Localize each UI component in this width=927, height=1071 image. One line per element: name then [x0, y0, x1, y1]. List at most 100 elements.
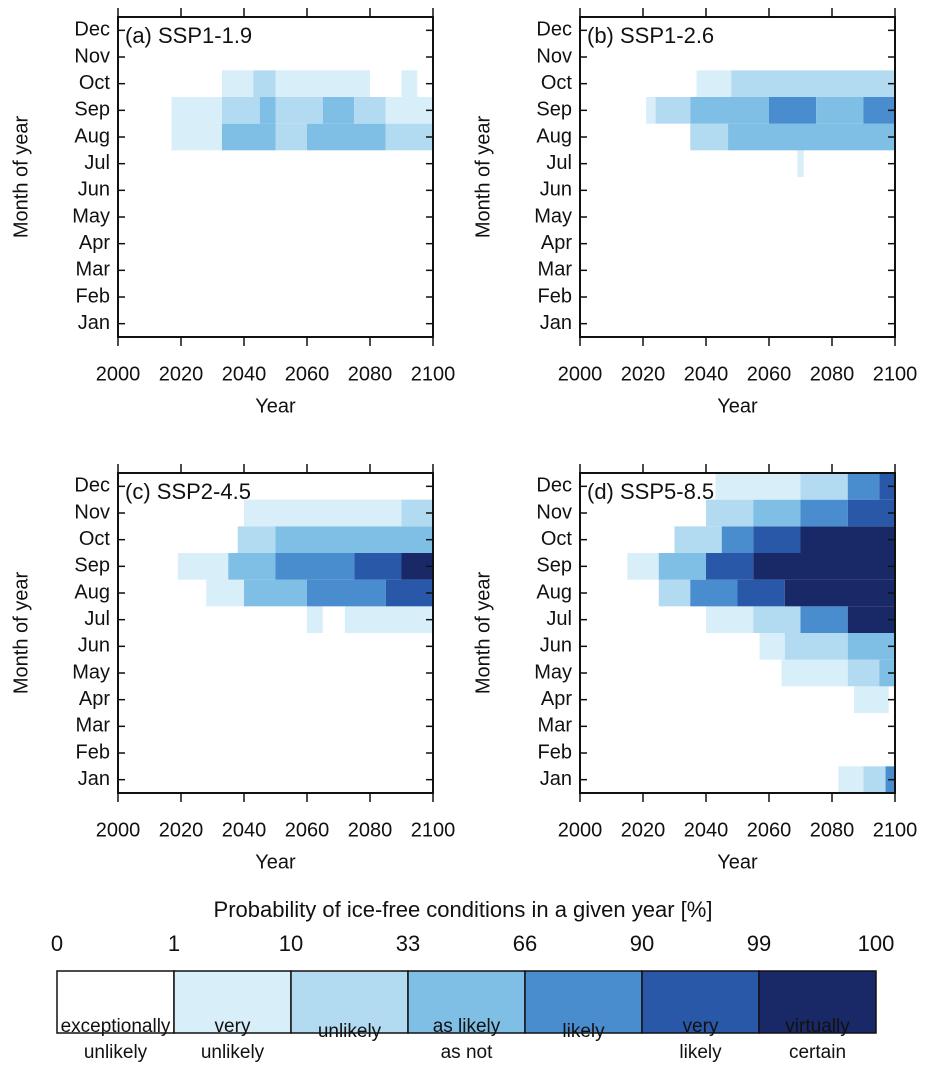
- heat-cell: [228, 553, 276, 580]
- heat-cell: [627, 553, 659, 580]
- heat-cell: [759, 633, 785, 660]
- y-tick-label: Jun: [540, 179, 572, 201]
- heat-cell: [275, 70, 370, 97]
- heat-cell: [690, 123, 729, 151]
- heat-cell: [275, 123, 307, 151]
- heat-cell: [307, 123, 386, 151]
- y-axis-label: Month of year: [10, 572, 32, 695]
- x-axis-label: Year: [717, 395, 758, 417]
- heat-cell: [784, 633, 848, 660]
- y-tick-label: May: [534, 661, 572, 683]
- heat-cell: [221, 123, 276, 151]
- x-axis-label: Year: [717, 851, 758, 873]
- colorbar-category-label: exceptionally: [61, 1016, 171, 1037]
- heat-cell: [221, 97, 260, 124]
- y-tick-label: Apr: [541, 232, 572, 254]
- heat-cell: [753, 553, 895, 580]
- x-tick-label: 2100: [411, 363, 456, 385]
- heat-cell: [800, 526, 895, 553]
- colorbar-tick-label: 0: [51, 931, 63, 956]
- y-tick-label: Jul: [84, 152, 110, 174]
- y-tick-label: Jan: [78, 768, 110, 790]
- heat-cell: [253, 70, 276, 97]
- heat-cell: [385, 579, 433, 607]
- heat-cell: [854, 686, 889, 713]
- heat-cell: [171, 97, 222, 124]
- x-axis-label: Year: [255, 851, 296, 873]
- y-tick-label: Sep: [536, 99, 572, 121]
- heat-cell: [307, 606, 323, 633]
- heat-cell: [322, 97, 355, 124]
- plot-frame: [117, 472, 434, 794]
- colorbar-box: [641, 970, 760, 1034]
- y-tick-label: Nov: [536, 45, 572, 67]
- x-tick-label: 2040: [684, 819, 729, 841]
- heat-cell: [847, 633, 895, 660]
- heat-cell: [244, 579, 307, 607]
- panel-title: (c) SSP2-4.5: [125, 479, 251, 504]
- panel-title: (b) SSP1-2.6: [587, 23, 714, 48]
- y-tick-label: Mar: [76, 715, 111, 737]
- x-tick-label: 2020: [159, 363, 204, 385]
- x-tick-label: 2040: [222, 363, 267, 385]
- heat-cell: [800, 473, 848, 500]
- heat-cell: [706, 553, 754, 580]
- y-tick-label: May: [72, 205, 110, 227]
- x-tick-label: 2040: [684, 363, 729, 385]
- heat-cell: [354, 97, 386, 124]
- heat-cell: [706, 606, 754, 633]
- heat-cell: [721, 526, 754, 553]
- heat-cell: [731, 70, 895, 97]
- plot-area: [580, 17, 895, 337]
- y-tick-label: Dec: [536, 475, 572, 497]
- heat-cell: [244, 499, 402, 527]
- plot-area: [118, 17, 433, 337]
- heat-cell: [715, 473, 801, 500]
- heat-cell: [728, 123, 895, 151]
- y-tick-label: Dec: [74, 19, 110, 41]
- y-tick-label: Feb: [538, 285, 572, 307]
- y-axis-label: Month of year: [472, 572, 494, 695]
- heat-cell: [781, 659, 848, 687]
- colorbar-category-label: unlikely: [201, 1042, 265, 1063]
- heat-cell: [784, 579, 895, 607]
- panel-title: (a) SSP1-1.9: [125, 23, 252, 48]
- heat-cell: [816, 97, 864, 124]
- y-tick-label: Feb: [76, 285, 110, 307]
- x-tick-label: 2080: [810, 363, 855, 385]
- heat-cell: [847, 499, 895, 527]
- y-tick-label: Dec: [74, 475, 110, 497]
- colorbar-box: [173, 970, 292, 1034]
- y-tick-label: Mar: [538, 259, 573, 281]
- x-tick-label: 2100: [873, 819, 918, 841]
- y-tick-label: Jan: [540, 768, 572, 790]
- x-tick-label: 2000: [558, 363, 603, 385]
- colorbar-box: [524, 970, 643, 1034]
- heat-cell: [696, 70, 732, 97]
- y-tick-label: Jun: [78, 635, 110, 657]
- y-tick-label: Jul: [84, 608, 110, 630]
- x-tick-label: 2020: [159, 819, 204, 841]
- x-tick-label: 2080: [810, 819, 855, 841]
- y-tick-label: Mar: [538, 715, 573, 737]
- y-axis-label: Month of year: [472, 116, 494, 239]
- heat-cell: [838, 766, 864, 793]
- y-tick-label: Aug: [536, 581, 572, 603]
- x-tick-label: 2000: [96, 363, 141, 385]
- heat-cell: [237, 526, 276, 553]
- y-tick-label: Aug: [74, 581, 110, 603]
- y-tick-label: Oct: [541, 528, 573, 550]
- x-tick-label: 2020: [621, 819, 666, 841]
- heat-cell: [690, 97, 769, 124]
- x-tick-label: 2080: [348, 363, 393, 385]
- colorbar-box: [290, 970, 409, 1034]
- colorbar-category-label: as not: [441, 1042, 493, 1063]
- heat-cell: [800, 606, 848, 633]
- colorbar-tick-label: 90: [630, 931, 654, 956]
- y-tick-label: Mar: [76, 259, 111, 281]
- colorbar-tick-label: 1: [168, 931, 180, 956]
- colorbar-category-label: virtually: [785, 1016, 850, 1037]
- y-tick-label: Jul: [546, 608, 572, 630]
- heat-cell: [275, 97, 323, 124]
